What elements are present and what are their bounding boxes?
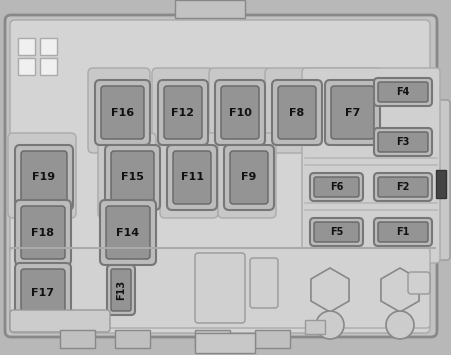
Text: F19: F19 xyxy=(32,173,55,182)
Bar xyxy=(195,333,255,353)
FancyBboxPatch shape xyxy=(10,20,430,333)
Polygon shape xyxy=(381,268,419,312)
FancyBboxPatch shape xyxy=(432,100,450,260)
FancyBboxPatch shape xyxy=(111,151,154,204)
Bar xyxy=(175,0,245,18)
FancyBboxPatch shape xyxy=(15,145,73,210)
Text: F8: F8 xyxy=(290,108,304,118)
Text: F4: F4 xyxy=(396,87,410,97)
FancyBboxPatch shape xyxy=(167,145,217,210)
FancyBboxPatch shape xyxy=(224,145,274,210)
FancyBboxPatch shape xyxy=(378,132,428,152)
Text: F14: F14 xyxy=(116,228,139,237)
Bar xyxy=(40,38,57,55)
FancyBboxPatch shape xyxy=(21,269,65,317)
FancyBboxPatch shape xyxy=(215,80,265,145)
Bar xyxy=(18,38,35,55)
Circle shape xyxy=(386,311,414,339)
FancyBboxPatch shape xyxy=(173,151,211,204)
Text: F3: F3 xyxy=(396,137,410,147)
FancyBboxPatch shape xyxy=(95,80,150,145)
Bar xyxy=(40,58,57,75)
FancyBboxPatch shape xyxy=(160,133,218,218)
FancyBboxPatch shape xyxy=(101,86,144,139)
FancyBboxPatch shape xyxy=(100,200,156,265)
FancyBboxPatch shape xyxy=(88,68,150,153)
FancyBboxPatch shape xyxy=(374,218,432,246)
FancyBboxPatch shape xyxy=(106,206,150,259)
Bar xyxy=(115,330,150,348)
Bar xyxy=(195,330,230,348)
FancyBboxPatch shape xyxy=(378,177,428,197)
FancyBboxPatch shape xyxy=(278,86,316,139)
Text: F1: F1 xyxy=(396,227,410,237)
FancyBboxPatch shape xyxy=(111,269,131,311)
FancyBboxPatch shape xyxy=(314,222,359,242)
FancyBboxPatch shape xyxy=(331,86,374,139)
FancyBboxPatch shape xyxy=(107,265,135,315)
FancyBboxPatch shape xyxy=(98,133,156,218)
FancyBboxPatch shape xyxy=(314,177,359,197)
Text: F18: F18 xyxy=(32,228,55,237)
FancyBboxPatch shape xyxy=(15,263,71,323)
Text: F10: F10 xyxy=(229,108,252,118)
FancyBboxPatch shape xyxy=(158,80,208,145)
Text: F13: F13 xyxy=(116,280,126,300)
FancyBboxPatch shape xyxy=(374,128,432,156)
FancyBboxPatch shape xyxy=(265,68,327,153)
FancyBboxPatch shape xyxy=(374,78,432,106)
Text: F5: F5 xyxy=(330,227,343,237)
Text: F9: F9 xyxy=(241,173,257,182)
FancyBboxPatch shape xyxy=(164,86,202,139)
FancyBboxPatch shape xyxy=(310,218,363,246)
FancyBboxPatch shape xyxy=(320,68,382,153)
FancyBboxPatch shape xyxy=(10,310,110,332)
Bar xyxy=(305,320,325,334)
FancyBboxPatch shape xyxy=(378,222,428,242)
FancyBboxPatch shape xyxy=(408,272,430,294)
FancyBboxPatch shape xyxy=(218,133,276,218)
FancyBboxPatch shape xyxy=(152,68,214,153)
FancyBboxPatch shape xyxy=(272,80,322,145)
FancyBboxPatch shape xyxy=(302,68,440,263)
FancyBboxPatch shape xyxy=(10,248,430,328)
FancyBboxPatch shape xyxy=(15,200,71,265)
Text: F15: F15 xyxy=(121,173,144,182)
Text: F2: F2 xyxy=(396,182,410,192)
Text: F7: F7 xyxy=(345,108,360,118)
FancyBboxPatch shape xyxy=(310,173,363,201)
Text: F17: F17 xyxy=(32,288,55,298)
FancyBboxPatch shape xyxy=(374,173,432,201)
Text: F12: F12 xyxy=(171,108,194,118)
FancyBboxPatch shape xyxy=(230,151,268,204)
Circle shape xyxy=(316,311,344,339)
FancyBboxPatch shape xyxy=(325,80,380,145)
Bar xyxy=(255,330,290,348)
FancyBboxPatch shape xyxy=(105,145,160,210)
FancyBboxPatch shape xyxy=(209,68,271,153)
FancyBboxPatch shape xyxy=(21,206,65,259)
FancyBboxPatch shape xyxy=(21,151,67,204)
Text: F16: F16 xyxy=(111,108,134,118)
FancyBboxPatch shape xyxy=(195,253,245,323)
FancyBboxPatch shape xyxy=(5,15,437,337)
FancyBboxPatch shape xyxy=(8,133,76,218)
FancyBboxPatch shape xyxy=(250,258,278,308)
Text: F6: F6 xyxy=(330,182,343,192)
FancyBboxPatch shape xyxy=(221,86,259,139)
Text: F11: F11 xyxy=(180,173,203,182)
Bar xyxy=(60,330,95,348)
Bar xyxy=(436,170,446,198)
FancyBboxPatch shape xyxy=(378,82,428,102)
Polygon shape xyxy=(311,268,349,312)
Bar xyxy=(18,58,35,75)
